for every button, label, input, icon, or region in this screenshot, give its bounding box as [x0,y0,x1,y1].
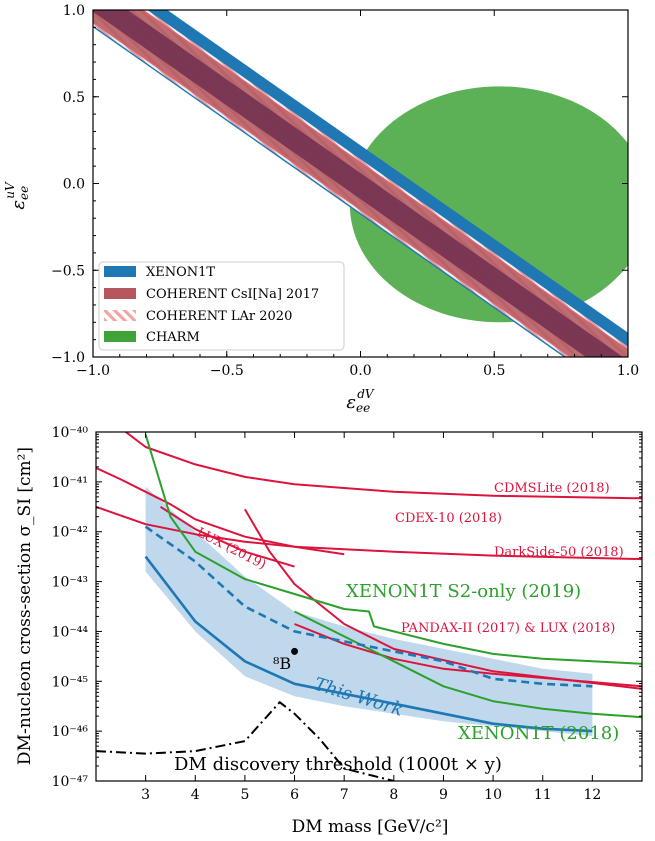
y-tick-label: 10⁻⁴⁴ [52,624,89,640]
series-line-4 [244,508,642,690]
legend-swatch-charm [104,331,136,342]
x-tick-label: 11 [534,787,552,803]
series-line-3 [159,505,295,568]
label-cdmslite: CDMSLite (2018) [494,481,610,496]
legend-swatch-coherent-lar [104,310,136,321]
y-tick-label: 10⁻⁴³ [52,575,88,591]
series-line-7 [294,610,642,719]
label-pandax: PANDAX-II (2017) & LUX (2018) [401,621,615,636]
label-xenon2018: XENON1T (2018) [458,723,619,744]
x-tick-label: 9 [439,787,448,803]
y-tick-label: 10⁻⁴¹ [52,475,88,491]
legend-label-xenon1t: XENON1T [146,265,215,280]
legend-label-coherent-lar: COHERENT LAr 2020 [146,309,292,324]
series-line-0 [125,432,642,500]
label-xenon-s2: XENON1T S2-only (2019) [346,581,581,602]
y-tick-label: 10⁻⁴⁵ [52,674,89,690]
coherent-csi-core [93,10,624,357]
x-tick-label: 8 [389,787,398,803]
this-work-band [145,486,593,737]
label-darkside: DarkSide-50 (2018) [494,545,624,560]
series-line-9 [144,525,593,688]
y-tick-label: −1.0 [51,350,85,366]
y-tick-label: −0.5 [51,263,85,279]
y-tick-label: 10⁻⁴⁶ [52,724,89,740]
x-tick-label: −0.5 [210,363,244,379]
series-line-6 [144,434,642,665]
x-tick-label: 3 [141,787,150,803]
y-axis-label: εeeuV [3,181,31,210]
x-tick-label: 1.0 [617,363,639,379]
legend-label-charm: CHARM [146,330,200,345]
x-tick-label: 0.5 [483,363,505,379]
x-tick-label: 6 [290,787,299,803]
label-threshold: DM discovery threshold (1000t × y) [174,754,502,775]
legend-swatch-xenon1t [104,266,136,277]
x-axis-label: εeedV [346,387,375,415]
y-tick-label: 0.5 [63,90,85,106]
coupling-plot: −1.0−1.0 −0.5 −0.5 0.0 0.0 0.5 0.5 1.0 1.0 εeedV… [3,3,639,415]
x-tick-label: 12 [583,787,601,803]
y-tick-label: 10⁻⁴² [52,525,88,541]
plot-frame [95,431,643,782]
label-cdex: CDEX-10 (2018) [395,511,502,526]
x-tick-label: 5 [240,787,249,803]
x-tick-label: 0.0 [349,363,371,379]
charm-region [349,86,628,323]
y-axis-label: DM-nucleon cross-section σ_SI [cm²] [15,447,35,765]
y-tick-label: 1.0 [63,3,85,19]
y-tick-label: 0.0 [63,177,85,193]
y-tick-label: 10⁻⁴⁷ [52,774,89,790]
x-tick-label: 7 [340,787,349,803]
marker-label-8b: ⁸B [273,654,291,673]
x-axis-label: DM mass [GeV/c²] [292,817,449,837]
legend-swatch-coherent-csi [104,288,136,299]
x-tick-label: −1.0 [76,363,110,379]
series-line-8 [144,555,593,733]
x-tick-label: 4 [191,787,200,803]
marker-8b [291,647,299,655]
x-tick-label: 10 [484,787,502,803]
legend: XENON1T COHERENT CsI[Na] 2017 COHERENT L… [98,261,345,351]
legend-label-coherent-csi: COHERENT CsI[Na] 2017 [146,287,319,302]
y-tick-label: 10⁻⁴⁰ [52,425,89,441]
cross-section-plot: 3 4 5 6 7 8 9 10 11 12 10⁻⁴⁰ 10⁻⁴¹ 10⁻⁴² 10⁻⁴³ 10⁻⁴⁴ 10… [15,425,643,837]
series-line-10 [96,701,395,781]
series-line-2 [96,505,642,561]
